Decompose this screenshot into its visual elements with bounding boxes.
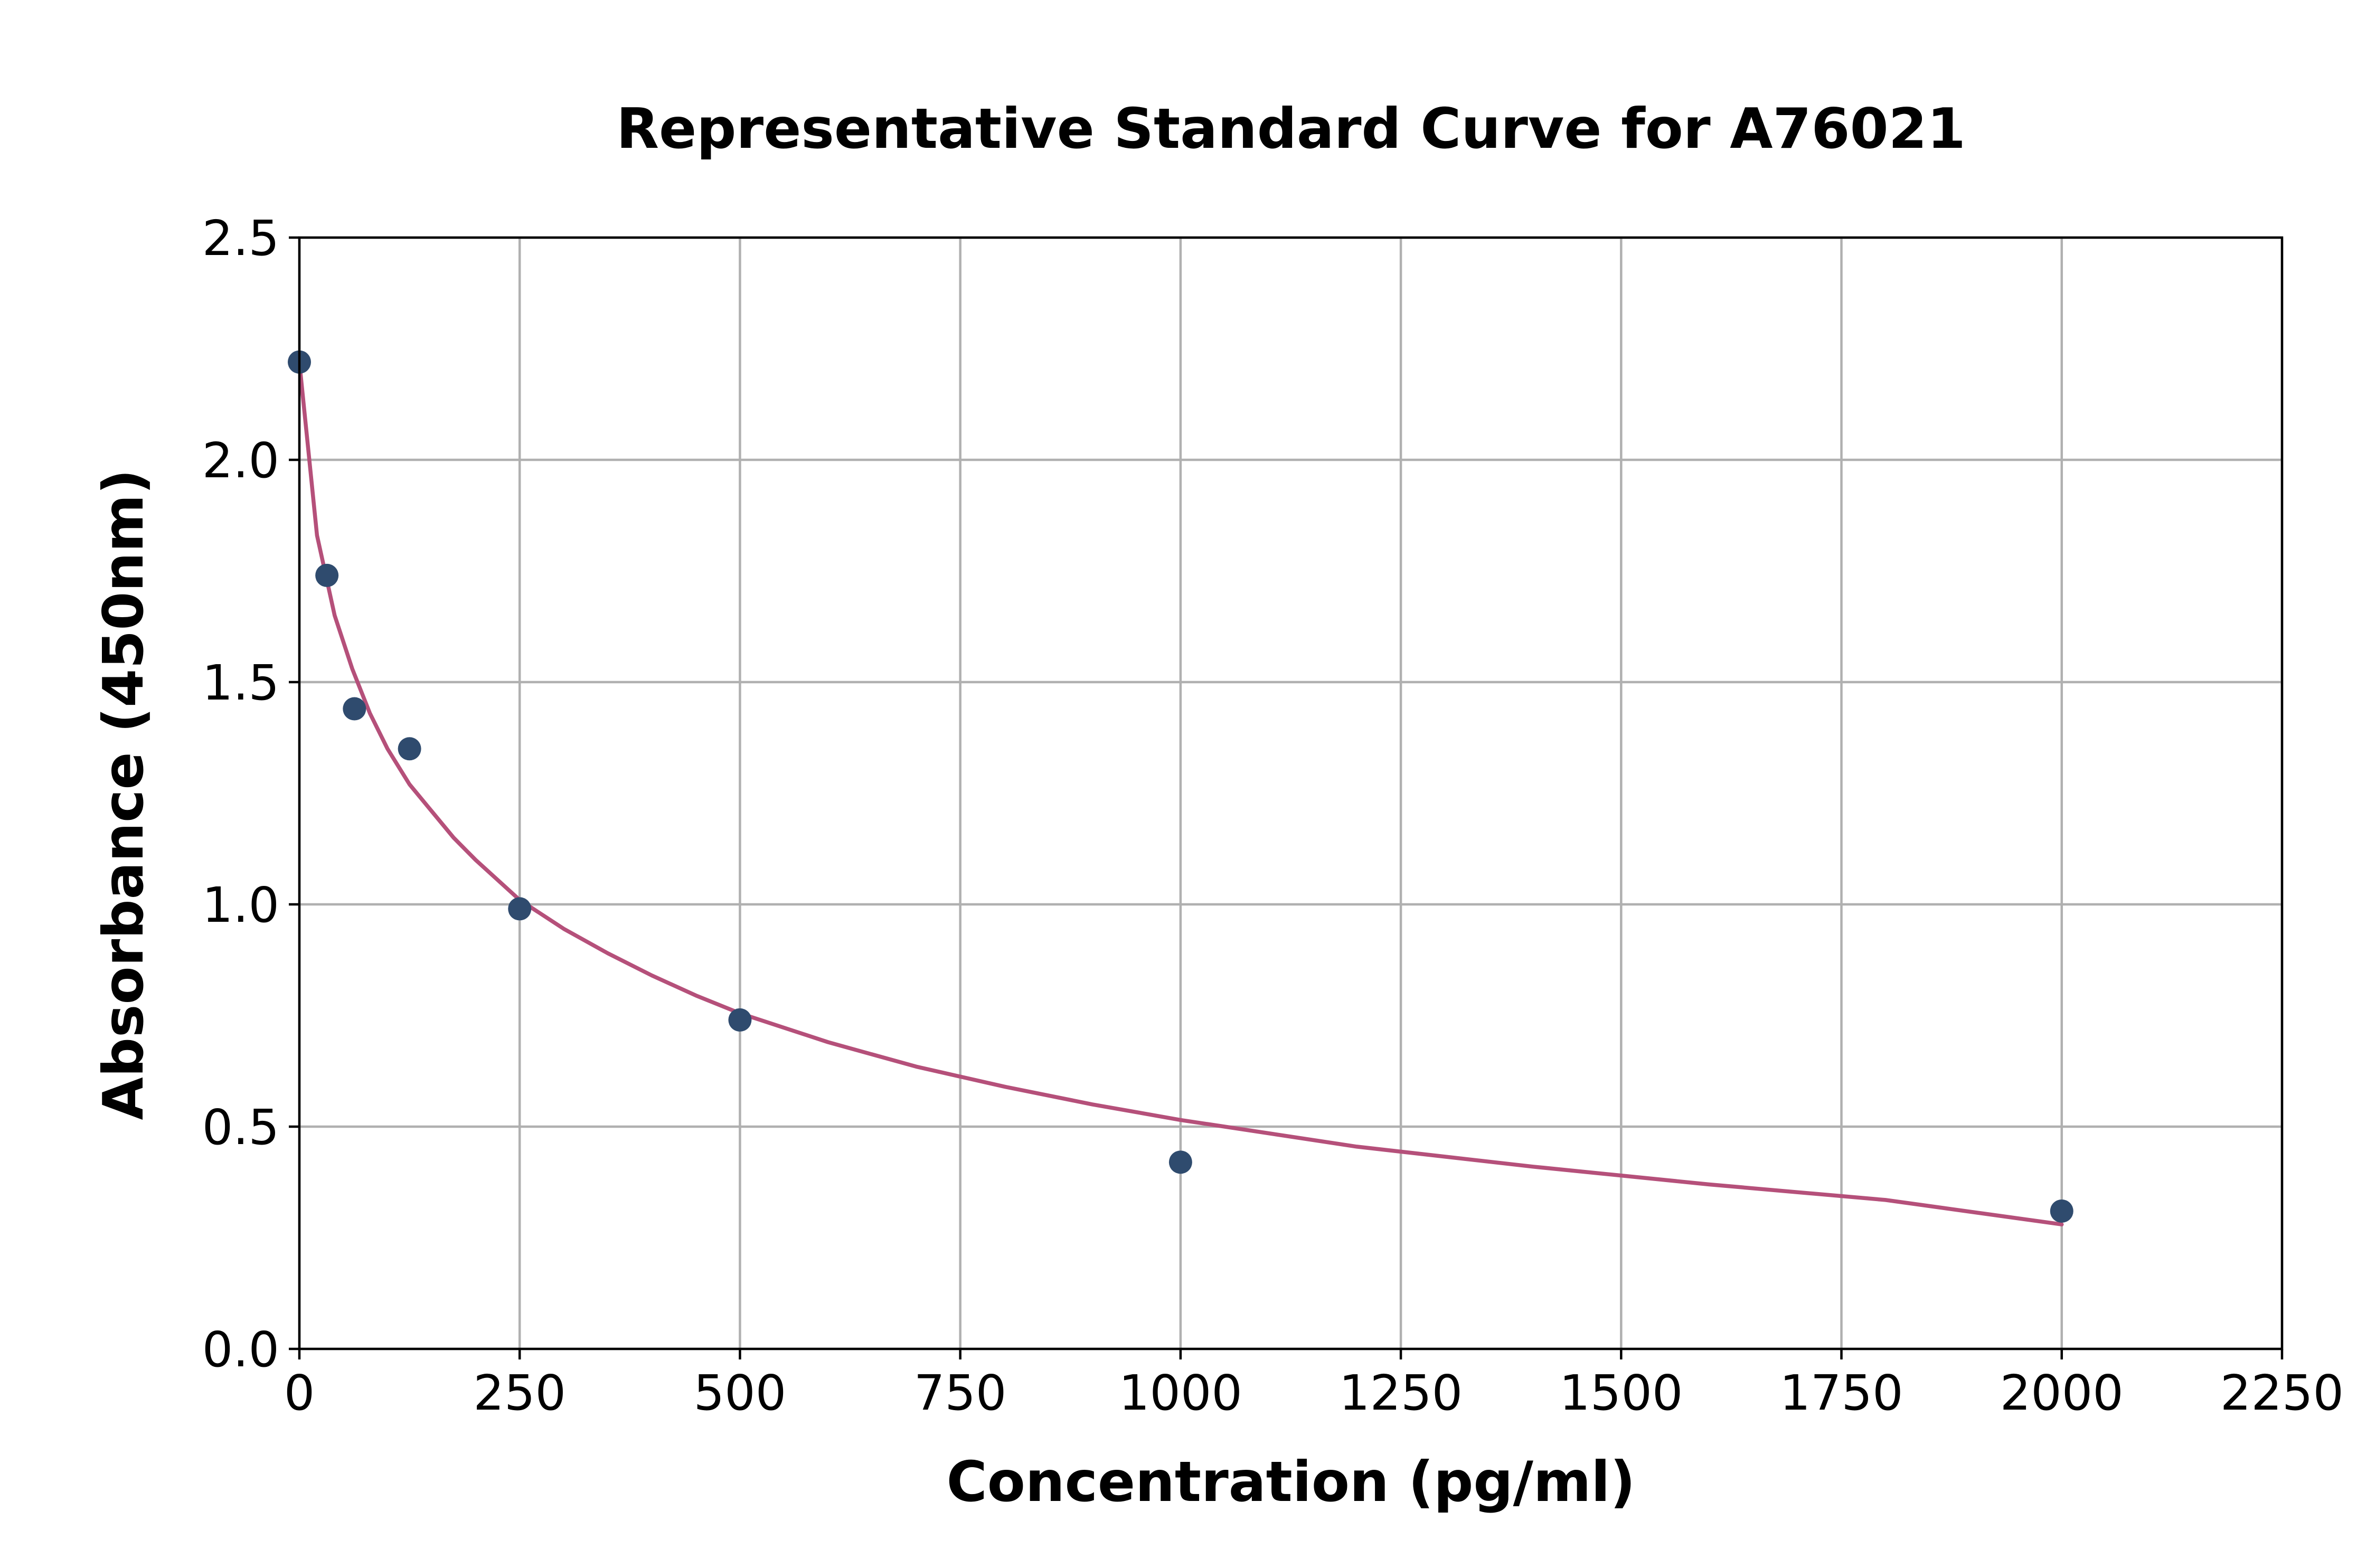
x-tick-label: 750 <box>914 1365 1007 1421</box>
x-tick-label: 1250 <box>1339 1365 1463 1421</box>
y-tick-label: 1.5 <box>202 655 279 711</box>
data-point <box>1168 1150 1192 1174</box>
y-tick-label: 2.0 <box>202 432 279 489</box>
x-tick-label: 1000 <box>1119 1365 1242 1421</box>
y-tick-label: 0.5 <box>202 1099 279 1156</box>
x-tick-label: 500 <box>694 1365 787 1421</box>
data-point <box>315 563 339 587</box>
data-point <box>508 897 532 921</box>
data-point <box>398 737 421 761</box>
y-axis-label: Absorbance (450nm) <box>91 469 156 1120</box>
data-point <box>728 1008 752 1032</box>
x-tick-label: 2000 <box>2000 1365 2124 1421</box>
data-points-layer <box>288 350 2073 1223</box>
chart-title: Representative Standard Curve for A76021 <box>616 97 1966 161</box>
x-axis-label: Concentration (pg/ml) <box>947 1450 1636 1514</box>
x-axis-ticks: 0 250 500 750 1000 1250 1500 1750 2000 2250 <box>284 1349 2344 1421</box>
x-tick-label: 1500 <box>1559 1365 1683 1421</box>
y-tick-label: 2.5 <box>202 210 279 267</box>
data-point <box>2050 1199 2073 1223</box>
y-tick-label: 0.0 <box>202 1321 279 1378</box>
fit-curve-layer <box>297 360 2064 1226</box>
x-tick-label: 250 <box>473 1365 566 1421</box>
x-tick-label: 2250 <box>2220 1365 2344 1421</box>
x-tick-label: 0 <box>284 1365 315 1421</box>
fit-curve-line <box>297 360 2064 1226</box>
data-point <box>343 697 366 721</box>
x-tick-label: 1750 <box>1779 1365 1903 1421</box>
y-axis-ticks: 0.0 0.5 1.0 1.5 2.0 2.5 <box>202 210 299 1378</box>
plot-frame <box>298 236 2284 1350</box>
y-tick-label: 1.0 <box>202 877 279 933</box>
grid-lines <box>298 236 2284 1350</box>
